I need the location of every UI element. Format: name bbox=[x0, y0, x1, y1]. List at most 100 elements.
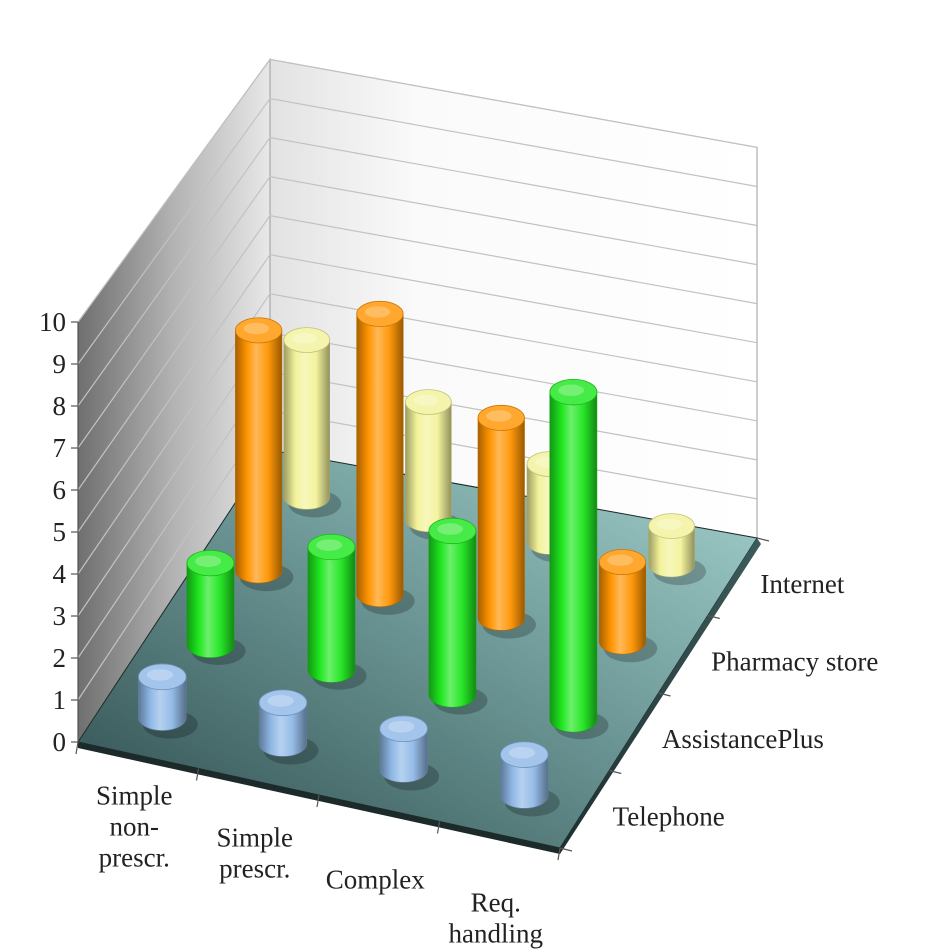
bar-top bbox=[500, 741, 549, 768]
gridline bbox=[77, 254, 758, 533]
bar bbox=[500, 741, 560, 817]
y-tick-label: 4 bbox=[53, 559, 67, 589]
bar-top-highlight bbox=[413, 394, 439, 406]
bar-top bbox=[307, 533, 356, 561]
z-tick-mark bbox=[707, 614, 720, 620]
y-tick-label: 3 bbox=[53, 601, 67, 631]
bar-top-highlight bbox=[607, 554, 633, 566]
x-tick-mark bbox=[75, 741, 79, 755]
x-tick-label: Simple prescr. bbox=[216, 822, 293, 883]
bar-top-highlight bbox=[364, 306, 391, 318]
x-tick-mark bbox=[195, 768, 200, 781]
bar-body bbox=[356, 313, 404, 608]
bar-body bbox=[186, 562, 235, 658]
bar bbox=[379, 715, 440, 791]
y-tick-label: 0 bbox=[53, 727, 67, 757]
bar-body bbox=[500, 754, 549, 809]
floor-edge-right bbox=[560, 538, 761, 854]
bar bbox=[186, 549, 246, 665]
x-tick-label: Complex bbox=[326, 864, 425, 894]
x-tick-label-line: Req. bbox=[471, 887, 521, 917]
bar bbox=[356, 300, 415, 615]
bar-top-highlight bbox=[146, 669, 174, 681]
bar-top-highlight bbox=[243, 322, 270, 335]
gridline bbox=[77, 293, 758, 575]
bar-body bbox=[549, 391, 598, 733]
bar bbox=[428, 517, 488, 715]
y-tick-label: 2 bbox=[53, 643, 67, 673]
x-tick-label-line: prescr. bbox=[219, 853, 290, 883]
gridline bbox=[77, 175, 758, 449]
bar-body bbox=[307, 546, 356, 683]
bar bbox=[648, 513, 706, 586]
y-tick-label: 5 bbox=[53, 517, 67, 547]
z-tick-mark bbox=[658, 692, 671, 697]
bar-top-highlight bbox=[388, 720, 415, 733]
bar-top-highlight bbox=[195, 555, 222, 567]
bar-body bbox=[405, 401, 452, 533]
bar-top bbox=[549, 379, 598, 406]
bar bbox=[234, 317, 294, 592]
bar-top bbox=[428, 517, 477, 545]
y-tick-label: 10 bbox=[39, 307, 66, 337]
bar-top bbox=[405, 389, 452, 415]
bar-body bbox=[235, 330, 283, 584]
bar bbox=[477, 404, 536, 639]
bar bbox=[283, 327, 342, 518]
series-label: Internet bbox=[760, 569, 844, 599]
y-tick-label: 7 bbox=[53, 433, 67, 463]
bar-body bbox=[258, 702, 308, 757]
bar bbox=[598, 549, 658, 663]
bar-top-highlight bbox=[656, 518, 682, 530]
y-tick-label: 9 bbox=[53, 349, 67, 379]
bar-top bbox=[477, 404, 525, 431]
gridline bbox=[77, 58, 758, 323]
z-tick-mark bbox=[756, 537, 770, 542]
bar-body bbox=[379, 728, 428, 783]
z-tick-mark bbox=[559, 847, 573, 852]
bar-top-highlight bbox=[267, 695, 294, 707]
x-tick-label-line: Simple bbox=[216, 822, 293, 852]
z-tick-mark bbox=[609, 769, 622, 775]
y-tick-label: 6 bbox=[53, 475, 67, 505]
gridline bbox=[77, 97, 758, 365]
x-tick-label-line: handling bbox=[449, 918, 544, 948]
x-tick-label: Req. handling bbox=[449, 887, 544, 948]
series-label: Pharmacy store bbox=[711, 646, 878, 676]
bar-body bbox=[283, 339, 330, 510]
series-label: AssistancePlus bbox=[662, 724, 824, 754]
bar-top bbox=[598, 549, 647, 576]
x-tick-label-line: Simple bbox=[96, 780, 173, 810]
bar bbox=[307, 533, 367, 690]
series-label: Telephone bbox=[613, 801, 725, 831]
bar bbox=[138, 663, 198, 739]
bar-top-highlight bbox=[558, 384, 584, 396]
bar-top bbox=[234, 317, 283, 344]
bar-body bbox=[138, 676, 187, 731]
bar-top-highlight bbox=[291, 332, 318, 344]
x-tick-mark bbox=[557, 847, 561, 861]
bar-top-highlight bbox=[508, 746, 536, 759]
x-tick-label-line: non- bbox=[110, 811, 160, 841]
bar-top bbox=[258, 689, 308, 717]
x-tick-mark bbox=[316, 794, 320, 808]
bar-top bbox=[648, 513, 695, 539]
x-tick-mark bbox=[436, 821, 441, 834]
bar bbox=[258, 689, 319, 765]
bar-top bbox=[186, 549, 235, 577]
x-tick-label-line: prescr. bbox=[99, 842, 170, 872]
bar-body bbox=[648, 525, 695, 578]
bar-top-highlight bbox=[437, 523, 464, 535]
bar-body bbox=[598, 561, 646, 655]
bar-top bbox=[283, 327, 331, 353]
bar-body bbox=[477, 417, 525, 631]
y-tick-label: 1 bbox=[53, 685, 67, 715]
bar-top-highlight bbox=[486, 410, 512, 422]
bar-top bbox=[379, 715, 428, 743]
bar-top-highlight bbox=[316, 539, 343, 551]
gridline bbox=[77, 136, 758, 407]
y-tick-label: 8 bbox=[53, 391, 67, 421]
x-tick-label: Simple non-prescr. bbox=[96, 780, 173, 872]
x-tick-label-line: Complex bbox=[326, 864, 425, 894]
